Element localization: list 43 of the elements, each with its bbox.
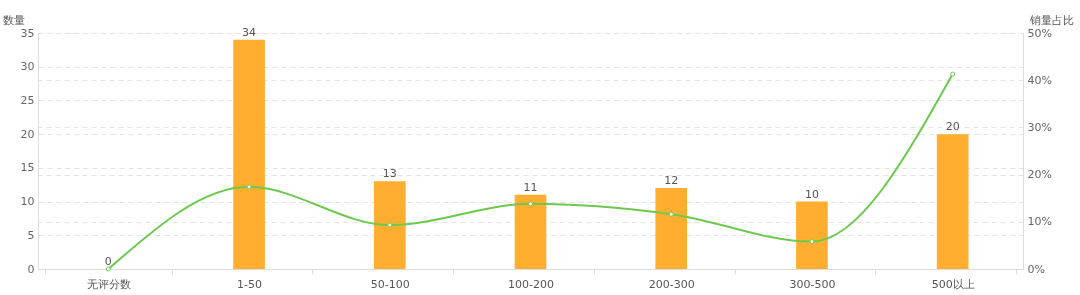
y-tick-label: 25 [20,93,35,107]
x-tick-label: 50-100 [370,277,410,291]
bar [514,194,547,269]
y2-axis-title: 销量占比 [1028,13,1074,27]
y2-tick-label: 50% [1027,26,1052,40]
x-tick-label: 300-500 [789,277,836,291]
data-label: 10 [804,187,819,201]
data-label: 12 [664,174,679,188]
y-tick-label: 0 [27,262,35,276]
x-tick-label: 200-300 [648,277,695,291]
data-label: 34 [242,25,257,39]
x-tick-label: 1-50 [237,277,263,291]
data-label: 11 [523,180,538,194]
y-tick-label: 10 [20,195,35,209]
point [246,184,252,190]
y-tick-label: 35 [20,26,35,40]
point [387,222,393,228]
data-label: 0 [104,255,112,268]
y-tick-label: 20 [20,127,35,141]
point [950,71,956,77]
data-label: 13 [382,167,397,181]
point [809,239,815,245]
y2-tick-label: 40% [1027,73,1052,87]
y2-tick-label: 30% [1027,120,1052,134]
point [668,211,674,217]
point [528,201,533,207]
x-tick-label: 无评分数 [86,277,131,291]
point [105,266,111,272]
data-label: 20 [945,120,960,134]
bar [796,201,828,269]
y2-tick-label: 10% [1027,215,1052,229]
bar [233,39,265,269]
x-tick-label: 100-200 [508,277,554,291]
y-tick-label: 30 [20,60,35,74]
y-tick-label: 5 [27,228,35,242]
bar [936,134,969,269]
y2-tick-label: 20% [1027,168,1052,182]
x-tick-label: 500以上 [931,277,975,291]
y-tick-label: 15 [20,161,35,175]
y2-tick-label: 0% [1027,262,1045,276]
bar [373,181,406,269]
bar [655,188,688,269]
y-axis-title: 数量 [2,13,25,27]
